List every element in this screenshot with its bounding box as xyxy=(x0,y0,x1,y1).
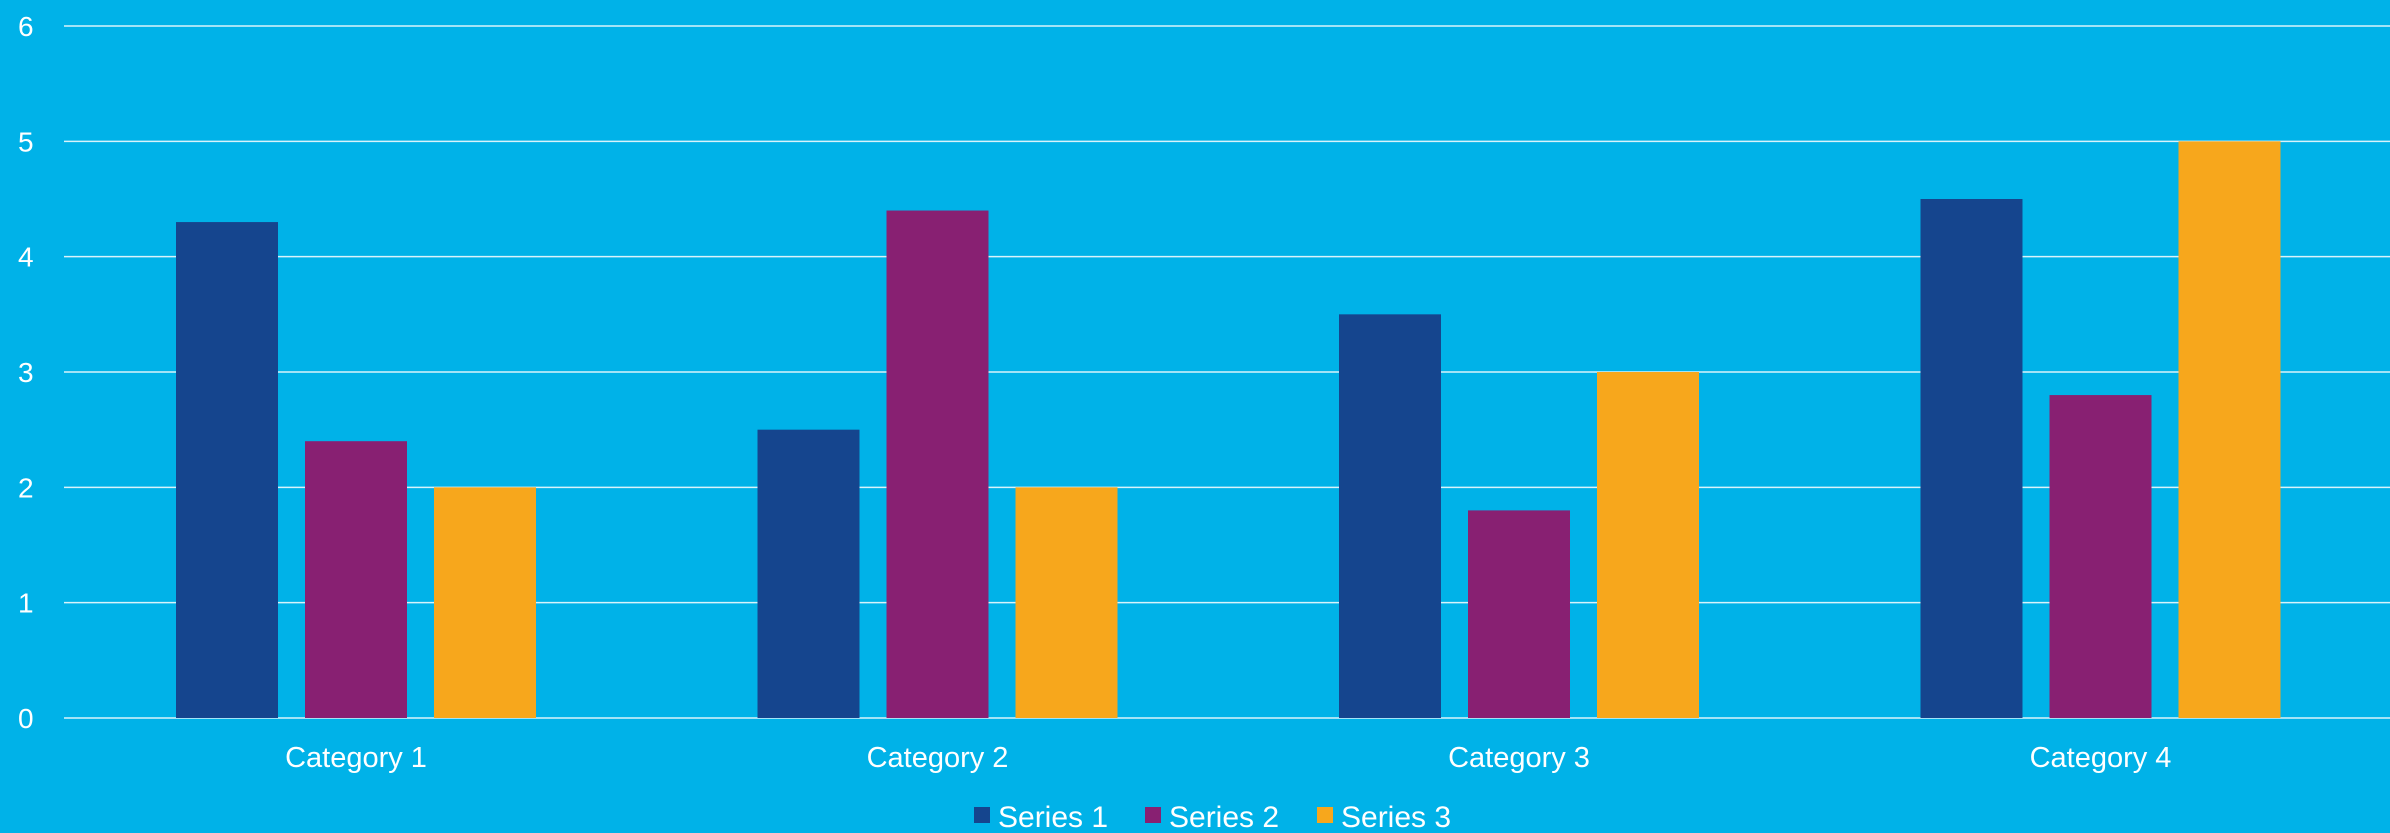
bar-series-3-category-1 xyxy=(434,487,536,718)
y-tick-label: 6 xyxy=(18,11,34,42)
bar-series-2-category-3 xyxy=(1468,510,1570,718)
category-label: Category 3 xyxy=(1448,742,1590,774)
legend-label-3: Series 3 xyxy=(1341,801,1451,833)
y-tick-label: 3 xyxy=(18,357,34,388)
y-tick-label: 2 xyxy=(18,472,34,503)
legend-swatch-3 xyxy=(1317,807,1333,823)
y-tick-label: 1 xyxy=(18,588,34,619)
y-axis-ticks: 0 1 2 3 4 5 6 xyxy=(18,11,34,734)
bar-series-3-category-3 xyxy=(1597,372,1699,718)
bars xyxy=(176,141,2281,719)
bar-series-1-category-3 xyxy=(1339,314,1441,718)
legend-swatch-1 xyxy=(974,807,990,823)
bar-series-2-category-4 xyxy=(2049,395,2152,718)
legend-label-2: Series 2 xyxy=(1169,801,1279,833)
bar-series-1-category-1 xyxy=(176,222,278,719)
category-label: Category 1 xyxy=(285,742,427,774)
legend-label-1: Series 1 xyxy=(998,801,1108,833)
bar-series-2-category-1 xyxy=(305,441,407,718)
y-tick-label: 5 xyxy=(18,126,34,157)
y-tick-label: 0 xyxy=(18,703,34,734)
category-label: Category 4 xyxy=(2030,742,2172,774)
category-label: Category 2 xyxy=(867,742,1009,774)
legend-swatch-2 xyxy=(1145,807,1161,823)
bar-series-3-category-4 xyxy=(2178,141,2281,719)
bar-series-1-category-2 xyxy=(757,429,860,718)
y-tick-label: 4 xyxy=(18,242,34,273)
x-axis-categories: Category 1 Category 2 Category 3 Category 4 xyxy=(285,742,2171,774)
bar-series-1-category-4 xyxy=(1920,199,2023,718)
legend: Series 1 Series 2 Series 3 xyxy=(974,801,1451,833)
bar-series-3-category-2 xyxy=(1015,487,1118,718)
bar-series-2-category-2 xyxy=(886,210,989,719)
